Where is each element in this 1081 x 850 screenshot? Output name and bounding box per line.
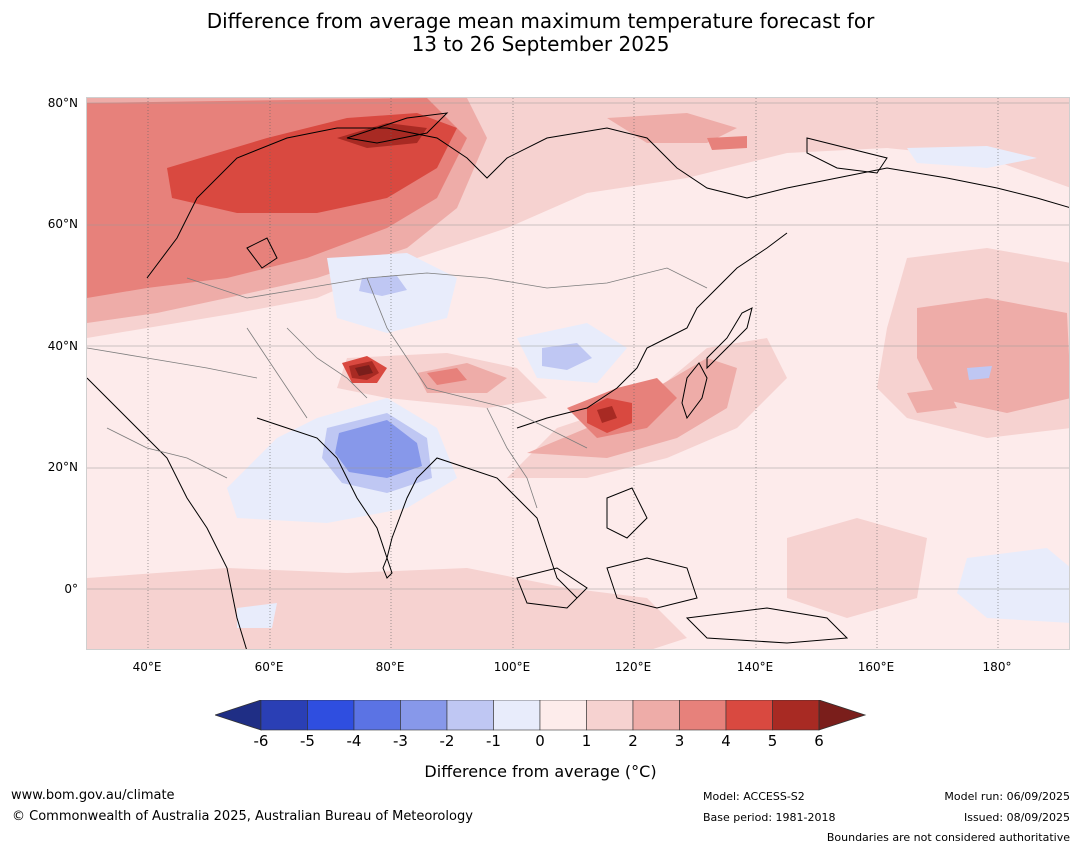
colorbar-tick-label: 4 xyxy=(721,732,731,750)
colorbar-cells xyxy=(260,700,820,731)
lon-label-180: 180° xyxy=(982,660,1012,674)
footer-issued: Issued: 08/09/2025 xyxy=(963,811,1070,824)
anomaly-band-minus2-minus3 xyxy=(335,420,422,478)
footer-model: Model: ACCESS-S2 xyxy=(703,790,805,803)
lon-label-60e: 60°E xyxy=(254,660,284,674)
colorbar xyxy=(215,700,867,731)
colorbar-cell xyxy=(260,700,308,731)
colorbar-tick-label: -2 xyxy=(439,732,455,750)
colorbar-cell xyxy=(307,700,355,731)
lat-label-20n: 20°N xyxy=(47,460,78,474)
title-line-1: Difference from average mean maximum tem… xyxy=(206,9,875,33)
colorbar-cell xyxy=(353,700,401,731)
colorbar-tick-label: 5 xyxy=(767,732,778,750)
footer-boundaries-note: Boundaries are not considered authoritat… xyxy=(826,831,1070,844)
lat-label-80n: 80°N xyxy=(47,96,78,110)
colorbar-tick-label: -3 xyxy=(393,732,408,750)
latitude-gridlines xyxy=(87,102,1069,590)
lon-label-120e: 120°E xyxy=(614,660,652,674)
colorbar-cell xyxy=(400,700,448,731)
colorbar-extend-high xyxy=(818,700,867,731)
colorbar-cell xyxy=(586,700,634,731)
colorbar-tick-label: 6 xyxy=(814,732,824,750)
lon-label-140e: 140°E xyxy=(736,660,774,674)
map-canvas xyxy=(87,98,1069,649)
colorbar-cell xyxy=(679,700,727,731)
longitude-gridlines xyxy=(147,98,999,649)
colorbar-tick-label: -6 xyxy=(253,732,269,750)
colorbar-label: Difference from average (°C) xyxy=(424,762,657,781)
forecast-map xyxy=(86,97,1070,650)
colorbar-tick-label: 2 xyxy=(628,732,638,750)
colorbar-cell xyxy=(725,700,773,731)
colorbar-tick-label: 1 xyxy=(581,732,592,750)
coastlines xyxy=(87,112,1069,649)
colorbar-tick-label: -5 xyxy=(300,732,315,750)
lon-label-160e: 160°E xyxy=(857,660,895,674)
anomaly-band-6-plus xyxy=(355,365,373,376)
footer-copyright: © Commonwealth of Australia 2025, Austra… xyxy=(12,809,473,824)
lon-label-100e: 100°E xyxy=(493,660,531,674)
title-line-2: 13 to 26 September 2025 xyxy=(411,32,670,56)
colorbar-tick-label: 3 xyxy=(674,732,685,750)
colorbar-tick-label: -4 xyxy=(346,732,362,750)
lat-label-60n: 60°N xyxy=(47,217,78,231)
colorbar-cell xyxy=(539,700,587,731)
country-borders xyxy=(87,267,708,509)
lat-label-40n: 40°N xyxy=(47,339,78,353)
chart-title: Difference from average mean maximum tem… xyxy=(0,10,1081,56)
lon-label-40e: 40°E xyxy=(132,660,162,674)
colorbar-tick-label: -1 xyxy=(486,732,501,750)
colorbar-extend-low xyxy=(215,700,262,731)
footer-website: www.bom.gov.au/climate xyxy=(11,788,175,803)
colorbar-tick-label: 0 xyxy=(535,732,545,750)
footer-base-period: Base period: 1981-2018 xyxy=(703,811,836,824)
colorbar-cell xyxy=(446,700,494,731)
lon-label-80e: 80°E xyxy=(375,660,405,674)
colorbar-cell xyxy=(632,700,680,731)
colorbar-cell xyxy=(772,700,820,731)
lat-label-0: 0° xyxy=(64,582,78,596)
footer-model-run: Model run: 06/09/2025 xyxy=(944,790,1070,803)
colorbar-cell xyxy=(493,700,541,731)
